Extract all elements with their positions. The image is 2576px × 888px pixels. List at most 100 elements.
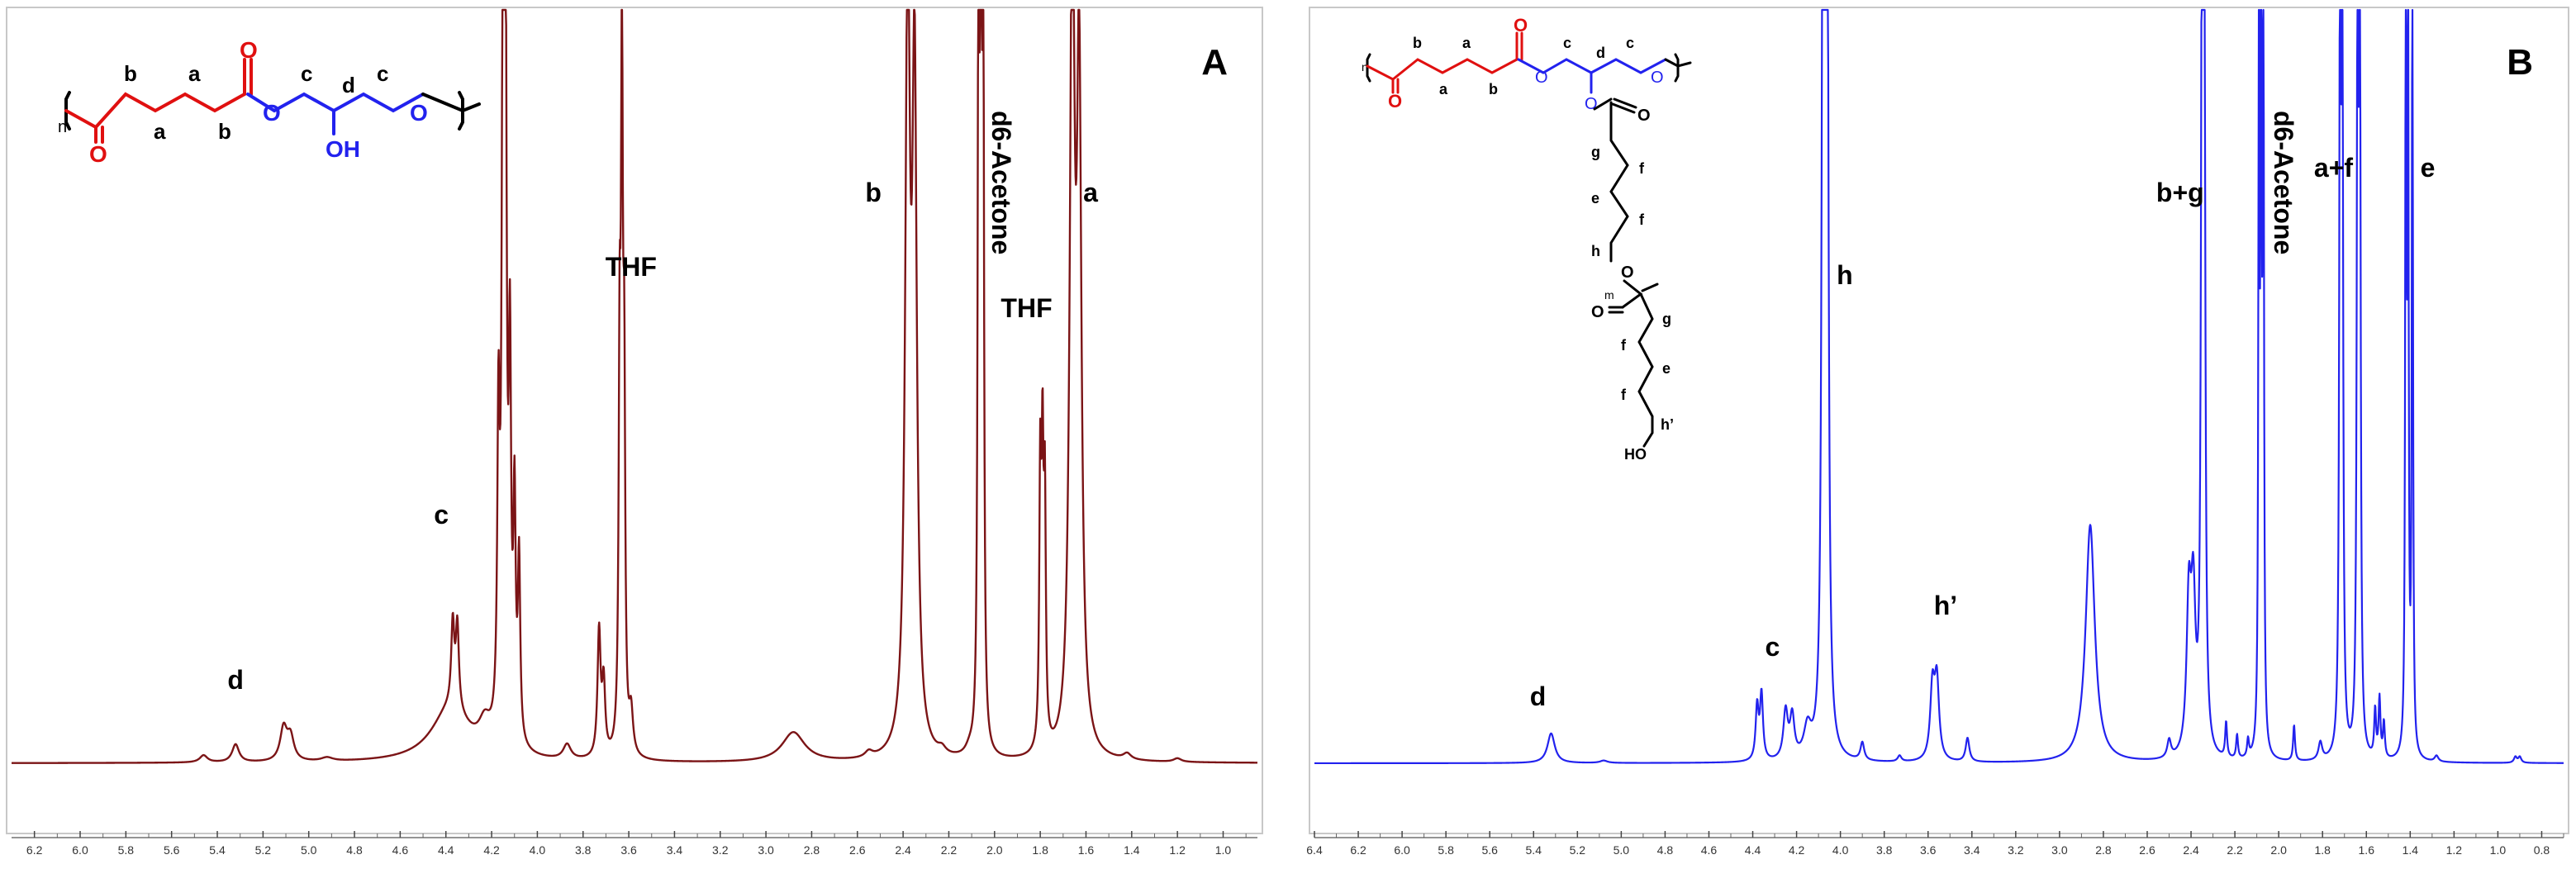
struct-b-o-7: O <box>1621 264 1634 282</box>
struct-b-label-f3: f <box>1621 337 1627 354</box>
struct-b-o-6: O <box>1637 107 1651 125</box>
x-tick-label: 3.6 <box>1920 843 1937 857</box>
peak-annotation: d6-Acetone <box>2269 111 2298 254</box>
peak-annotations-a: d c THF b d6-Acetone THF a <box>227 111 1098 695</box>
struct-b-bracket-right <box>1674 53 1680 83</box>
peak-annotation: b+g <box>2156 178 2204 207</box>
struct-b-label-d: d <box>1596 45 1605 61</box>
peak-annotation: c <box>1766 632 1780 662</box>
x-tick-label: 0.8 <box>2534 843 2550 857</box>
spectrum-trace-b <box>1314 8 2564 765</box>
x-tick-label: 1.2 <box>1169 843 1186 857</box>
struct-b-o-4: O <box>1651 69 1664 87</box>
x-tick-label: 1.8 <box>2314 843 2331 857</box>
struct-a-label-a1: a <box>188 61 201 86</box>
struct-b-label-g2: g <box>1662 311 1671 327</box>
x-tick-label: 3.0 <box>2051 843 2068 857</box>
x-tick-label: 6.0 <box>72 843 88 857</box>
x-tick-label: 2.2 <box>941 843 958 857</box>
x-tick-label: 5.8 <box>118 843 135 857</box>
struct-a-oh: OH <box>326 136 360 162</box>
x-tick-label: 4.2 <box>1789 843 1805 857</box>
peak-annotation: d6-Acetone <box>986 111 1016 254</box>
struct-b-end-bond <box>1664 58 1692 68</box>
struct-b-o-2: O <box>1514 15 1528 36</box>
x-axis-a: 6.2 6.0 5.8 5.6 5.4 5.2 5.0 4.8 4.6 4.4 4.2 4.0 3.8 3… <box>12 831 1257 857</box>
x-tick-label: 5.6 <box>1481 843 1498 857</box>
struct-a-label-c2: c <box>377 61 388 86</box>
struct-b-label-f1: f <box>1639 160 1645 177</box>
struct-b-label-e1: e <box>1591 190 1599 207</box>
x-tick-label: 1.4 <box>2403 843 2419 857</box>
peak-annotation: h’ <box>1934 591 1957 620</box>
struct-b-bracket-left <box>1366 53 1371 83</box>
structure-a: n O O O O OH b a c d c a b <box>58 37 481 167</box>
x-axis-b: 6.4 6.2 6.0 5.8 5.6 5.4 5.2 5.0 4.8 4.6 4.4 4.2 4.0 3… <box>1306 831 2564 857</box>
peak-annotation: a+f <box>2314 153 2353 183</box>
struct-b-label-a1: a <box>1462 35 1471 51</box>
peak-annotations-b: d c h h’ b+g d6-Acetone a+f e <box>1530 111 2436 711</box>
struct-a-o-2: O <box>240 37 258 63</box>
plot-frame-a <box>6 7 1263 834</box>
struct-b-pendant-chain-2 <box>1637 292 1654 448</box>
x-tick-label: 2.0 <box>986 843 1003 857</box>
struct-a-label-b2: b <box>218 119 231 144</box>
panel-b: B 6.4 6.2 6.0 5.8 5.6 5.4 5.2 5.0 4.8 4.6 4.4 4.2 4.… <box>1306 7 2569 857</box>
x-tick-label: 2.6 <box>849 843 866 857</box>
struct-a-label-a2: a <box>154 119 166 144</box>
x-tick-label: 3.4 <box>667 843 683 857</box>
struct-b-o-8: O <box>1591 303 1604 321</box>
x-tick-label: 4.8 <box>1657 843 1674 857</box>
panel-label-b: B <box>2507 42 2533 83</box>
struct-b-label-b1: b <box>1413 35 1422 51</box>
x-tick-label: 5.2 <box>1570 843 1586 857</box>
x-tick-label: 6.2 <box>26 843 43 857</box>
struct-b-label-h-prime: h’ <box>1661 416 1674 433</box>
peak-annotation: h <box>1837 260 1853 290</box>
peak-annotation: THF <box>1000 293 1052 323</box>
struct-b-label-h1: h <box>1591 243 1600 259</box>
struct-b-label-e2: e <box>1662 360 1671 377</box>
x-tick-label: 4.6 <box>392 843 409 857</box>
structure-b: n O O O O O b a c d c a b O g f <box>1362 15 1692 463</box>
x-tick-label: 4.0 <box>530 843 546 857</box>
x-tick-label: 5.0 <box>301 843 317 857</box>
x-tick-label: 4.4 <box>1745 843 1761 857</box>
struct-b-pendant-chain-1 <box>1609 101 1629 263</box>
x-tick-label: 3.2 <box>712 843 729 857</box>
struct-b-label-b2: b <box>1489 81 1498 97</box>
peak-annotation: b <box>865 178 882 207</box>
peak-annotation: THF <box>606 252 657 282</box>
struct-b-red-carbonyl-2 <box>1515 31 1523 61</box>
x-tick-label: 1.0 <box>2490 843 2507 857</box>
x-tick-label: 6.0 <box>1394 843 1410 857</box>
x-tick-label: 4.0 <box>1832 843 1849 857</box>
x-tick-label: 2.6 <box>2139 843 2155 857</box>
x-tick-label: 5.4 <box>1526 843 1542 857</box>
struct-b-red-carbonyl-1 <box>1391 78 1400 94</box>
struct-b-label-m: m <box>1604 288 1614 302</box>
x-tick-label: 1.4 <box>1124 843 1140 857</box>
struct-b-label-a2: a <box>1439 81 1448 97</box>
x-tick-label: 1.6 <box>1078 843 1095 857</box>
struct-a-red-carbonyl-2 <box>243 58 253 96</box>
x-tick-label: 5.4 <box>209 843 226 857</box>
x-tick-label: 4.2 <box>483 843 500 857</box>
peak-annotation: d <box>227 665 244 695</box>
x-tick-label: 3.0 <box>758 843 774 857</box>
x-tick-label: 3.8 <box>1876 843 1893 857</box>
struct-a-label-c1: c <box>301 61 312 86</box>
struct-a-o-3: O <box>263 100 281 126</box>
x-tick-label: 5.6 <box>164 843 180 857</box>
x-tick-label: 1.8 <box>1032 843 1048 857</box>
x-tick-label: 6.4 <box>1306 843 1323 857</box>
panel-label-a: A <box>1201 42 1228 83</box>
peak-annotation: a <box>1083 178 1098 207</box>
x-tick-label: 2.2 <box>2227 843 2243 857</box>
x-tick-label: 6.2 <box>1350 843 1366 857</box>
x-tick-label: 5.0 <box>1614 843 1630 857</box>
x-tick-label: 1.2 <box>2446 843 2463 857</box>
peak-annotation: d <box>1530 681 1547 711</box>
x-tick-label: 4.4 <box>438 843 454 857</box>
